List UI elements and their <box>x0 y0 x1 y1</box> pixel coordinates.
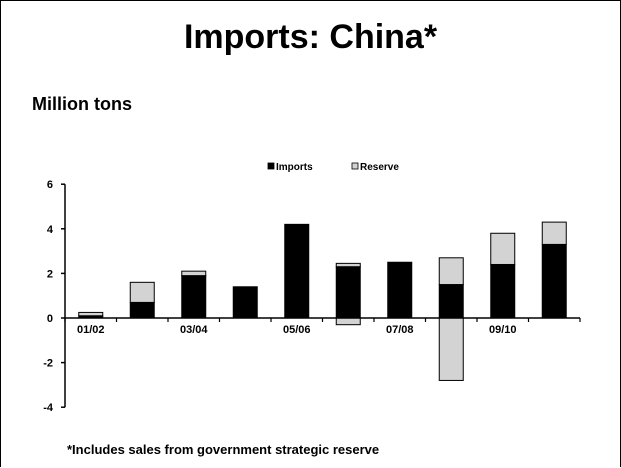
bar-imports <box>181 275 207 319</box>
bar-reserve <box>438 257 464 286</box>
y-tick-label: 2 <box>47 268 53 280</box>
y-tick-label: -2 <box>43 358 53 370</box>
x-tick-label: 07/08 <box>386 324 414 336</box>
bar-reserve <box>181 270 207 277</box>
bar-reserve <box>490 232 516 265</box>
bar-reserve-negative <box>438 317 464 381</box>
y-tick-label: 6 <box>47 179 53 191</box>
bar-reserve <box>335 262 361 268</box>
x-tick-label: 01/02 <box>77 324 105 336</box>
legend-swatch <box>351 162 359 170</box>
bar-imports <box>438 284 464 319</box>
y-tick-label: -4 <box>43 402 54 414</box>
legend-swatch <box>267 162 275 170</box>
x-tick-label: 09/10 <box>489 324 517 336</box>
y-tick-label: 4 <box>47 224 54 236</box>
bar-imports <box>490 263 516 319</box>
bar-reserve <box>129 281 155 303</box>
legend-label: Imports <box>276 162 313 173</box>
bar-imports <box>284 223 310 319</box>
x-tick-label: 03/04 <box>180 324 208 336</box>
footnote: *Includes sales from government strategi… <box>67 442 380 457</box>
legend-label: Reserve <box>360 162 399 173</box>
bar-reserve <box>78 311 104 317</box>
bar-reserve <box>541 221 567 245</box>
chart-subtitle: Million tons <box>32 94 132 114</box>
bar-imports <box>541 243 567 319</box>
bar-imports <box>335 266 361 319</box>
y-tick-label: 0 <box>47 313 53 325</box>
bar-reserve-negative <box>335 317 361 326</box>
bar-imports <box>387 261 413 319</box>
chart-title: Imports: China* <box>183 18 438 56</box>
bar-imports <box>232 286 258 319</box>
bar-imports <box>129 301 155 319</box>
x-tick-label: 05/06 <box>283 324 311 336</box>
